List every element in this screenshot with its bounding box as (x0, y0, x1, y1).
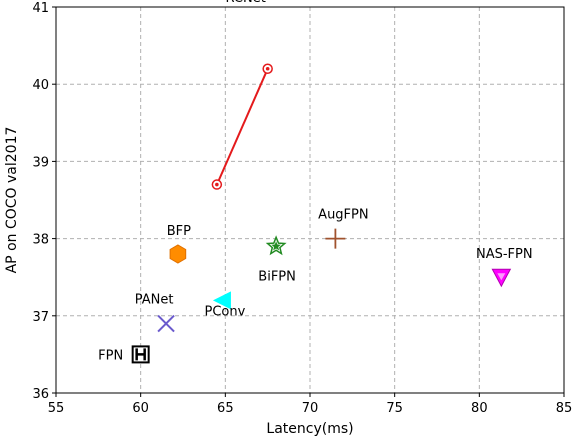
point-label: BiFPN (258, 269, 296, 284)
point-label: PConv (204, 304, 245, 319)
series-rcnet: RCNet (211, 0, 273, 190)
x-tick-label: 65 (217, 401, 234, 416)
x-tick-label: 85 (556, 401, 573, 416)
x-tick-label: 80 (471, 401, 488, 416)
point-marker-inner (271, 241, 281, 251)
y-tick-label: 40 (32, 78, 49, 93)
y-axis-label: AP on COCO val2017 (4, 127, 20, 274)
point-label: RCNet (226, 0, 266, 6)
data-series: RCNet AugFPN BFP BiFPN NAS-FPN PANet PConv FPN (98, 0, 533, 364)
point-marker-dot (265, 66, 270, 71)
series-line (215, 68, 269, 186)
point-marker-inner (497, 273, 506, 281)
series-fpn: FPN (98, 345, 150, 364)
y-tick-label: 38 (32, 233, 49, 248)
series-bfp: BFP (167, 224, 191, 264)
point-marker (157, 314, 175, 333)
point-label: BFP (167, 224, 191, 239)
series-panet: PANet (135, 293, 175, 333)
x-axis-label: Latency(ms) (266, 421, 353, 437)
y-tick-label: 39 (32, 155, 49, 170)
point-marker (325, 228, 346, 249)
grid-lines (55, 6, 565, 394)
point-label: FPN (98, 348, 123, 363)
point-marker (212, 291, 231, 310)
point-marker-dot (215, 182, 219, 187)
point-label: AugFPN (318, 208, 368, 223)
y-tick-label: 36 (32, 387, 49, 402)
y-tick-label: 37 (32, 310, 49, 325)
point-marker (169, 244, 187, 264)
series-augfpn: AugFPN (318, 208, 369, 249)
point-label: NAS-FPN (476, 247, 533, 262)
x-tick-label: 60 (132, 401, 149, 416)
point-marker-inner (135, 348, 146, 361)
axis-ticks: 55 60 65 70 75 80 85 36 37 38 39 40 41 (32, 1, 572, 416)
x-tick-label: 70 (302, 401, 319, 416)
x-tick-label: 75 (386, 401, 403, 416)
series-bifpn: BiFPN (258, 235, 296, 284)
y-tick-label: 41 (32, 1, 49, 16)
series-pconv: PConv (204, 291, 246, 319)
x-tick-label: 55 (48, 401, 65, 416)
series-nas-fpn: NAS-FPN (476, 247, 533, 288)
point-label: PANet (135, 293, 174, 308)
